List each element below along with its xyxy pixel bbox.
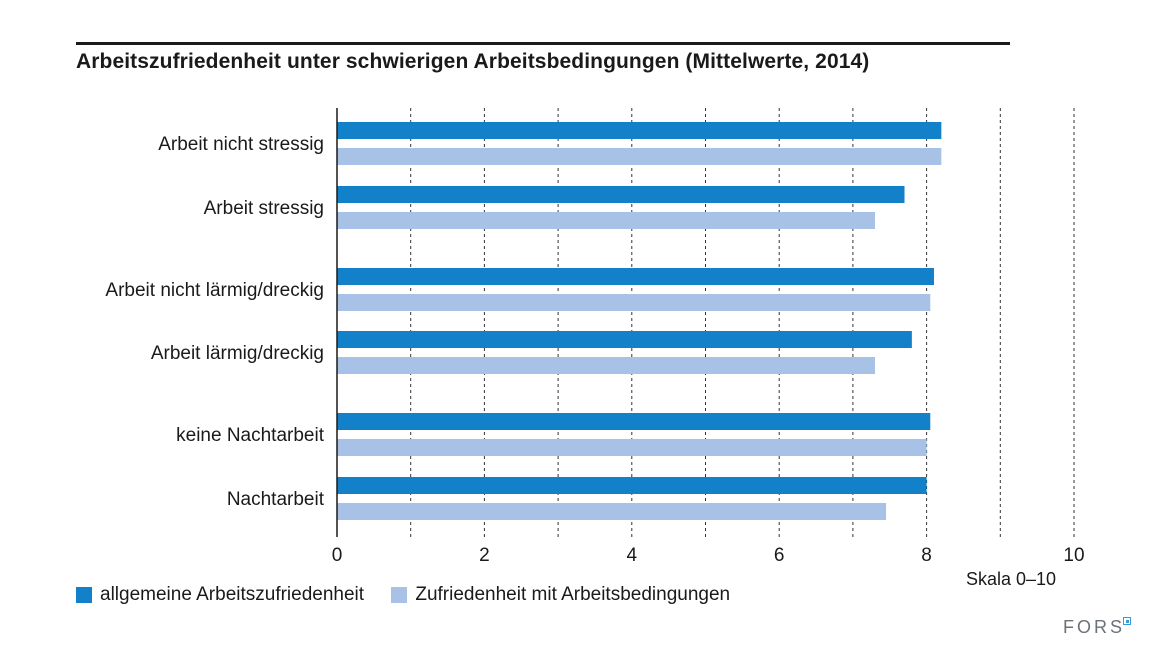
x-tick-label: 6	[774, 545, 785, 566]
legend-swatch-series-1	[76, 587, 92, 603]
x-tick-label: 2	[479, 545, 490, 566]
category-label: keine Nachtarbeit	[176, 425, 325, 446]
bar-series-2	[337, 294, 931, 311]
bar-series-1	[337, 268, 934, 285]
legend-swatch-series-2	[391, 587, 408, 603]
chart-title: Arbeitszufriedenheit unter schwierigen A…	[76, 50, 870, 73]
bar-series-2	[337, 212, 876, 229]
category-label: Arbeit lärmig/dreckig	[151, 343, 324, 364]
legend-item-series-1: allgemeine Arbeitszufriedenheit	[76, 584, 364, 606]
x-tick-label: 8	[921, 545, 932, 566]
category-label: Arbeit stressig	[204, 198, 324, 219]
category-label: Arbeit nicht lärmig/dreckig	[105, 280, 324, 301]
legend-label-series-2: Zufriedenheit mit Arbeitsbedingungen	[415, 584, 731, 605]
bar-series-1	[337, 186, 905, 203]
x-tick-label: 10	[1063, 545, 1084, 566]
bar-series-1	[337, 413, 931, 430]
legend-item-series-2: Zufriedenheit mit Arbeitsbedingungen	[391, 584, 730, 606]
legend-label-series-1: allgemeine Arbeitszufriedenheit	[100, 584, 365, 605]
bar-series-1	[337, 122, 942, 139]
x-tick-label: 0	[332, 545, 343, 566]
logo-square-icon	[1123, 617, 1131, 625]
legend: allgemeine Arbeitszufriedenheit Zufriede…	[76, 584, 752, 609]
bar-series-1	[337, 331, 912, 348]
fors-logo: FORS	[1063, 617, 1126, 637]
category-label: Arbeit nicht stressig	[158, 134, 324, 155]
bar-series-1	[337, 477, 927, 494]
bar-series-2	[337, 357, 876, 374]
x-tick-label: 4	[627, 545, 638, 566]
bar-series-2	[337, 439, 927, 456]
scale-note: Skala 0–10	[966, 569, 1057, 589]
bar-series-2	[337, 148, 942, 165]
title-rule	[76, 42, 1010, 45]
bar-series-2	[337, 503, 887, 520]
category-label: Nachtarbeit	[227, 489, 325, 510]
